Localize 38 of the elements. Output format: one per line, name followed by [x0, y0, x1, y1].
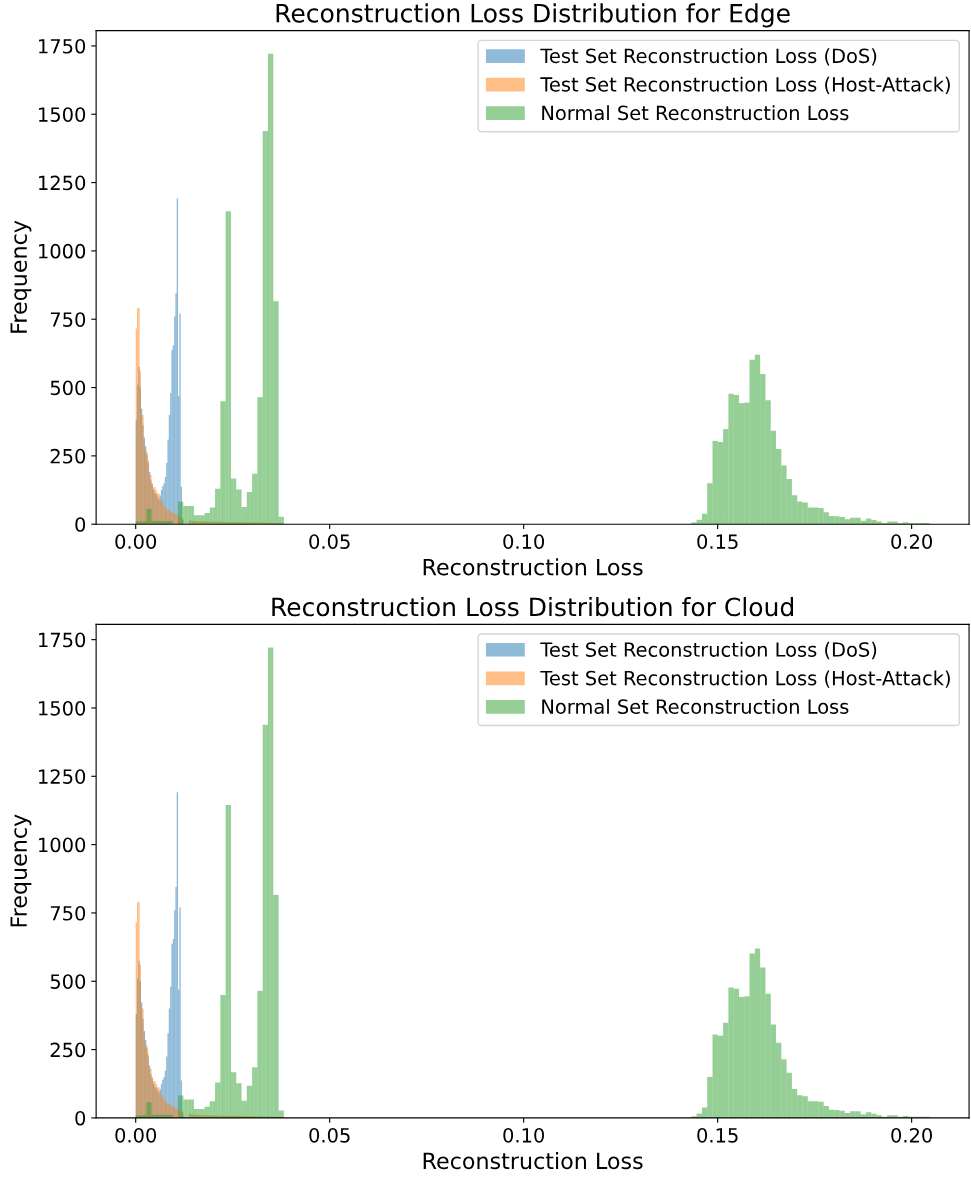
x-axis-title: Reconstruction Loss — [423, 558, 643, 576]
x-axis-title: Reconstruction Loss — [423, 1152, 643, 1170]
chart-title: Reconstruction Loss Distribution for Cloud — [272, 597, 793, 617]
y-tick-label: 750 — [50, 312, 86, 327]
chart-title: Reconstruction Loss Distribution for Edge — [276, 3, 790, 28]
x-tick-label: 0.10 — [503, 534, 545, 549]
x-tick-label: 0.20 — [891, 534, 932, 549]
y-tick-label: 1500 — [39, 107, 86, 122]
y-tick-label: 0 — [75, 517, 86, 532]
y-tick-label: 1500 — [39, 700, 86, 716]
legend-label: Test Set Reconstruction Loss (DoS) — [540, 48, 877, 66]
y-tick-label: 500 — [50, 974, 86, 989]
y-tick-label: 1250 — [39, 769, 86, 784]
x-tick-label: 0.00 — [115, 534, 157, 549]
y-tick-label: 1750 — [39, 38, 86, 54]
legend-label: Test Set Reconstruction Loss (Host-Attack) — [540, 670, 950, 688]
y-tick-label: 1000 — [39, 243, 86, 259]
y-tick-label: 1250 — [39, 175, 86, 191]
x-tick-label: 0.00 — [115, 1127, 157, 1143]
y-tick-label: 250 — [50, 1042, 86, 1058]
x-tick-label: 0.05 — [309, 1127, 350, 1143]
y-tick-label: 1750 — [39, 632, 86, 648]
x-tick-label: 0.15 — [697, 534, 738, 549]
x-tick-label: 0.15 — [697, 1127, 738, 1143]
y-tick-label: 250 — [50, 448, 86, 464]
y-tick-label: 750 — [50, 905, 86, 921]
y-tick-label: 1000 — [39, 837, 86, 853]
x-tick-label: 0.05 — [309, 534, 350, 549]
y-axis-title: Frequency — [10, 814, 32, 927]
y-axis-title: Frequency — [10, 220, 32, 333]
legend-label: Test Set Reconstruction Loss (Host-Attack) — [540, 76, 950, 95]
legend-label: Test Set Reconstruction Loss (DoS) — [540, 641, 877, 660]
x-tick-label: 0.10 — [503, 1127, 545, 1143]
x-tick-label: 0.20 — [891, 1127, 932, 1143]
y-tick-label: 500 — [50, 380, 86, 396]
legend-label: Normal Set Reconstruction Loss — [542, 105, 849, 121]
legend-label: Normal Set Reconstruction Loss — [542, 698, 849, 714]
y-tick-label: 0 — [75, 1110, 86, 1126]
